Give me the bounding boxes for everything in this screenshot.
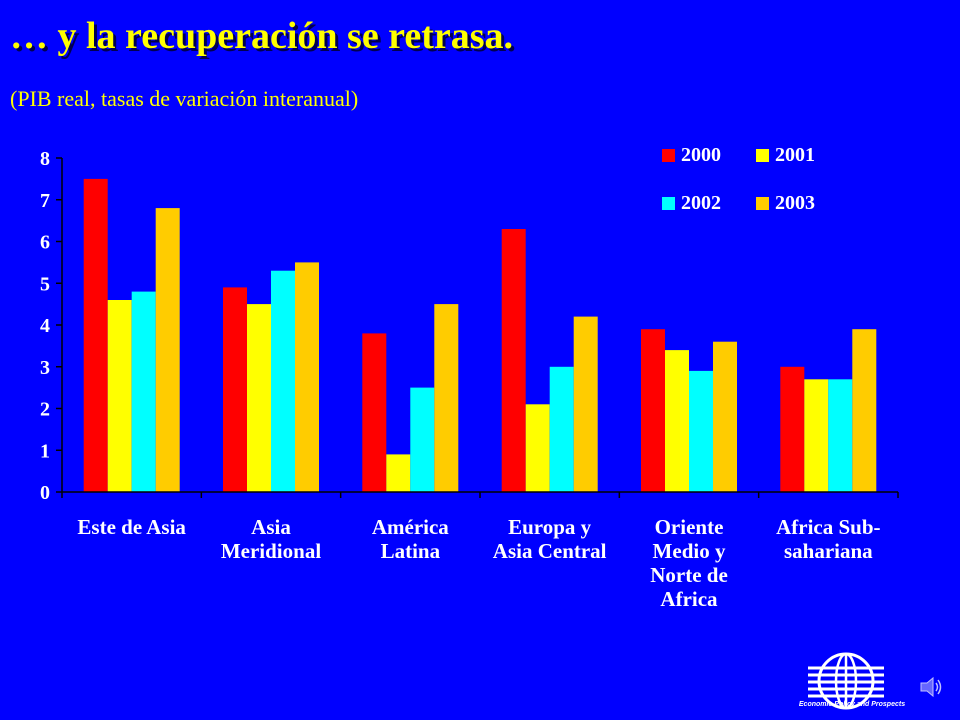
bar bbox=[410, 387, 435, 492]
logo-caption: Economic Policy and Prospects bbox=[798, 701, 906, 708]
category-label: sahariana bbox=[784, 539, 873, 563]
bar bbox=[549, 366, 574, 493]
bar bbox=[525, 404, 550, 492]
category-label: Asia Central bbox=[493, 539, 607, 563]
category-label: Medio y bbox=[653, 539, 726, 563]
bar bbox=[501, 229, 526, 492]
legend-swatch bbox=[662, 197, 675, 210]
bar bbox=[223, 287, 247, 492]
bar bbox=[83, 178, 108, 492]
legend-label: 2003 bbox=[775, 192, 815, 214]
bar bbox=[295, 262, 319, 492]
slide-title: … y la recuperación se retrasa. bbox=[10, 15, 514, 57]
bar bbox=[852, 329, 877, 492]
bar bbox=[131, 291, 156, 492]
bar bbox=[271, 270, 295, 492]
legend-swatch bbox=[756, 149, 769, 162]
legend-label: 2002 bbox=[681, 192, 721, 214]
slide-subtitle: (PIB real, tasas de variación interanual… bbox=[10, 86, 359, 111]
bar bbox=[573, 316, 598, 492]
category-label: Meridional bbox=[221, 539, 321, 563]
legend-swatch bbox=[756, 197, 769, 210]
globe-logo-icon bbox=[808, 652, 884, 710]
bar bbox=[155, 208, 180, 492]
legend-swatch bbox=[662, 149, 675, 162]
speaker-icon[interactable] bbox=[918, 674, 944, 700]
legend-label: 2000 bbox=[681, 144, 721, 166]
bar bbox=[713, 341, 737, 492]
category-label: Africa bbox=[660, 587, 718, 611]
y-tick-label: 6 bbox=[40, 232, 50, 254]
bar bbox=[247, 304, 271, 492]
y-tick-label: 1 bbox=[40, 440, 50, 462]
bar bbox=[641, 329, 665, 492]
category-label: Asia bbox=[251, 515, 291, 539]
bar bbox=[434, 304, 459, 492]
bar bbox=[780, 366, 805, 493]
y-tick-label: 0 bbox=[40, 482, 50, 504]
category-label: América bbox=[372, 515, 449, 539]
bar bbox=[386, 454, 411, 492]
category-label: Latina bbox=[381, 539, 441, 563]
category-label: Europa y bbox=[508, 515, 592, 539]
bar bbox=[107, 300, 132, 492]
category-label: Oriente bbox=[655, 515, 724, 539]
bar bbox=[665, 350, 689, 492]
y-tick-label: 7 bbox=[40, 190, 50, 212]
category-label: Africa Sub- bbox=[776, 515, 880, 539]
category-label: Este de Asia bbox=[77, 515, 186, 539]
bar bbox=[362, 333, 387, 492]
category-label: Norte de bbox=[650, 563, 728, 587]
y-tick-label: 8 bbox=[40, 148, 50, 170]
y-tick-label: 4 bbox=[40, 315, 50, 337]
y-tick-label: 5 bbox=[40, 273, 50, 295]
y-tick-label: 2 bbox=[40, 399, 50, 421]
bar bbox=[804, 379, 829, 492]
bar bbox=[828, 379, 853, 492]
y-tick-label: 3 bbox=[40, 357, 50, 379]
bar bbox=[689, 370, 713, 492]
legend-label: 2001 bbox=[775, 144, 815, 166]
